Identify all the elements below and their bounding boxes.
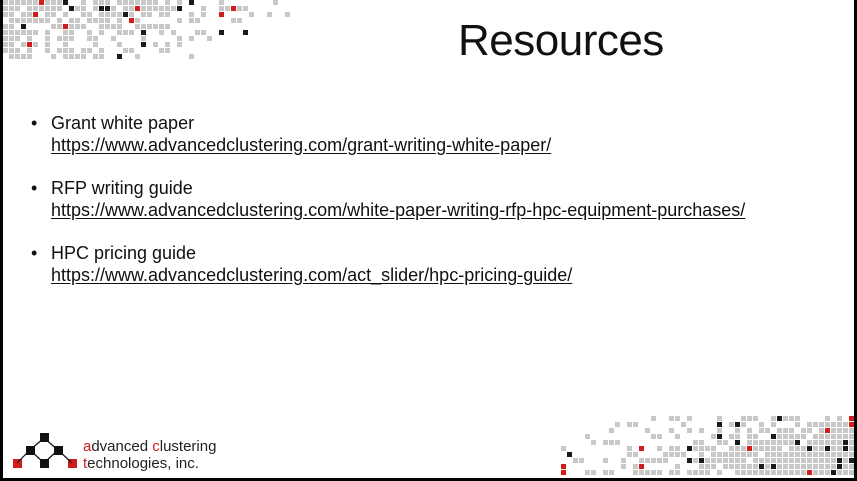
decorative-pixel-mosaic-bottom	[561, 416, 854, 475]
bullet-icon: •	[31, 243, 38, 263]
bullet-icon: •	[31, 178, 38, 198]
resource-label: RFP writing guide	[51, 178, 193, 198]
resource-link[interactable]: https://www.advancedclustering.com/act_s…	[51, 265, 573, 285]
resource-label: Grant white paper	[51, 113, 195, 133]
logo-wordmark: advanced clustering technologies, inc.	[83, 438, 216, 472]
list-item-grant-white-paper: • Grant white paper https://www.advanced…	[31, 112, 745, 156]
list-item-rfp-writing-guide: • RFP writing guide https://www.advanced…	[31, 177, 745, 221]
slide-title: Resources	[458, 16, 664, 65]
decorative-pixel-mosaic-top	[3, 0, 290, 59]
bullet-icon: •	[31, 113, 38, 133]
resource-link[interactable]: https://www.advancedclustering.com/white…	[51, 200, 746, 220]
resource-label: HPC pricing guide	[51, 243, 197, 263]
resource-link[interactable]: https://www.advancedclustering.com/grant…	[51, 135, 552, 155]
list-item-hpc-pricing-guide: • HPC pricing guide https://www.advanced…	[31, 242, 745, 286]
company-logo: advanced clustering technologies, inc.	[11, 430, 251, 474]
logo-network-icon	[13, 433, 77, 468]
resource-list: • Grant white paper https://www.advanced…	[31, 112, 745, 307]
logo-line-1: advanced clustering	[83, 438, 217, 455]
logo-line-2: technologies, inc.	[83, 455, 199, 472]
presentation-slide: Resources • Grant white paper https://ww…	[3, 0, 854, 478]
